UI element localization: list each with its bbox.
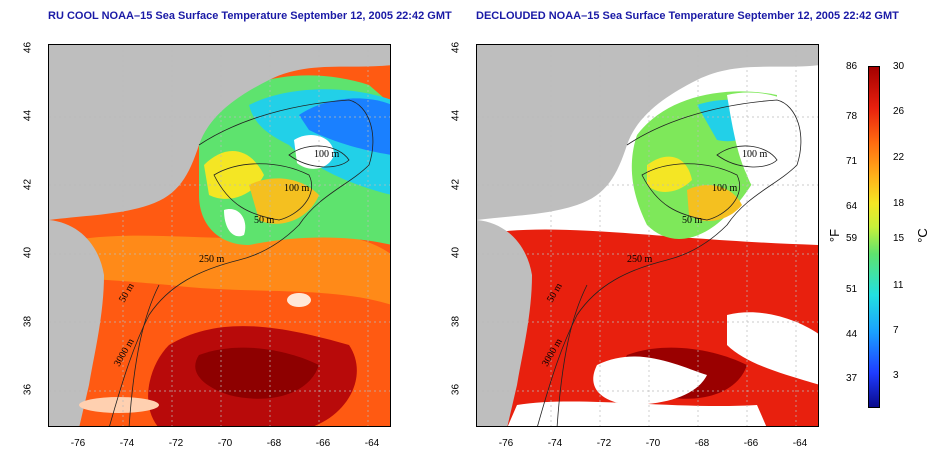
lat-label: 36	[450, 383, 462, 396]
celsius-unit: °C	[914, 228, 930, 243]
fahrenheit-tick: 78	[846, 111, 858, 122]
lat-label: 40	[450, 246, 462, 259]
celsius-tick: 11	[893, 280, 904, 291]
contour-label: 100 m	[712, 183, 738, 194]
lat-label: 46	[22, 41, 34, 54]
lon-label: -66	[743, 438, 759, 449]
lat-label: 36	[22, 383, 34, 396]
right-sst-map: 100 m 100 m 50 m 250 m 50 m 3000 m	[476, 44, 819, 427]
left-sst-map: 100 m 100 m 50 m 250 m 50 m 3000 m	[48, 44, 391, 427]
lat-label: 42	[450, 178, 462, 191]
celsius-tick: 7	[893, 325, 899, 336]
lon-label: -68	[694, 438, 710, 449]
lat-label: 44	[450, 109, 462, 122]
fahrenheit-tick: 59	[846, 233, 858, 244]
contour-label: 100 m	[284, 183, 310, 194]
lon-label: -72	[168, 438, 184, 449]
lat-label: 38	[450, 315, 462, 328]
lon-label: -68	[266, 438, 282, 449]
lon-label: -70	[645, 438, 661, 449]
lon-label: -64	[364, 438, 380, 449]
lon-label: -74	[119, 438, 135, 449]
lon-label: -66	[315, 438, 331, 449]
lon-label: -76	[498, 438, 514, 449]
fahrenheit-tick: 86	[846, 61, 858, 72]
lon-label: -64	[792, 438, 808, 449]
celsius-tick: 22	[893, 152, 905, 163]
celsius-tick: 26	[893, 106, 905, 117]
fahrenheit-tick: 44	[846, 329, 858, 340]
fahrenheit-unit: °F	[827, 228, 843, 243]
lat-label: 42	[22, 178, 34, 191]
contour-label: 50 m	[254, 215, 275, 226]
celsius-tick: 18	[893, 198, 905, 209]
lon-label: -70	[217, 438, 233, 449]
fahrenheit-tick: 64	[846, 201, 858, 212]
celsius-tick: 15	[893, 233, 905, 244]
lat-label: 44	[22, 109, 34, 122]
celsius-tick: 3	[893, 370, 899, 381]
right-panel-title: DECLOUDED NOAA–15 Sea Surface Temperatur…	[476, 10, 899, 22]
contour-label: 250 m	[199, 254, 225, 265]
contour-label: 100 m	[314, 149, 340, 160]
fahrenheit-tick: 37	[846, 373, 858, 384]
temperature-colorbar	[868, 66, 880, 408]
lat-label: 38	[22, 315, 34, 328]
left-panel-title: RU COOL NOAA–15 Sea Surface Temperature …	[48, 10, 452, 22]
fahrenheit-tick: 51	[846, 284, 858, 295]
lon-label: -76	[70, 438, 86, 449]
lat-label: 40	[22, 246, 34, 259]
lon-label: -72	[596, 438, 612, 449]
contour-label: 250 m	[627, 254, 653, 265]
lon-label: -74	[547, 438, 563, 449]
contour-label: 50 m	[682, 215, 703, 226]
fahrenheit-tick: 71	[846, 156, 858, 167]
celsius-tick: 30	[893, 61, 905, 72]
contour-label: 100 m	[742, 149, 768, 160]
lat-label: 46	[450, 41, 462, 54]
